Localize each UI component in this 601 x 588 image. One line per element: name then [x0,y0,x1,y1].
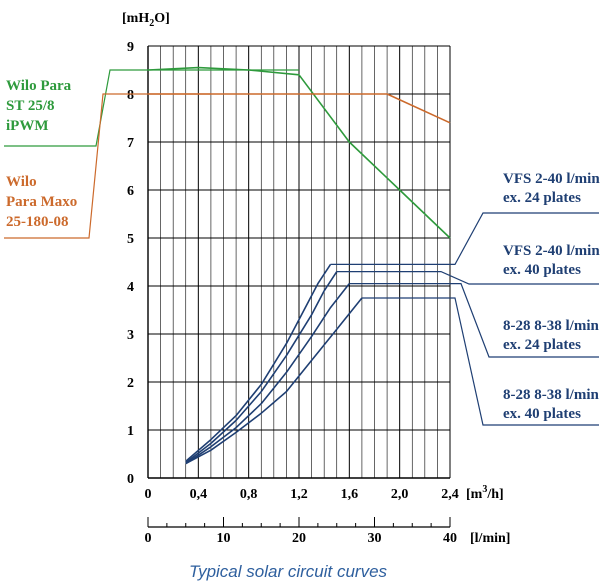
x-tick-label: 2,4 [441,487,459,502]
x-tick-label: 2,0 [391,487,409,502]
series-label-text: iPWM [6,118,49,134]
series-labels: Wilo Para ST 25/8 iPWM Wilo Para Maxo 25-180-… [4,69,600,426]
x2-tick-label: 30 [368,531,382,546]
x2-tick-label: 20 [292,531,306,546]
y-tick-label: 0 [127,472,134,487]
series-leader-line [349,283,599,358]
y-tick-label: 7 [127,136,134,151]
series-line-6 [185,297,363,465]
y-tick-label: 1 [127,424,134,439]
series-leader-line [361,297,599,426]
series-leader-line [4,93,211,239]
chart-caption: Typical solar circuit curves [189,562,388,581]
series-label-text: ex. 24 plates [503,337,581,353]
x2-tick-label: 10 [217,531,231,546]
y-tick-label: 8 [127,88,134,103]
series-label-text: 25-180-08 [6,214,69,230]
x-tick-label: 1,6 [341,487,359,502]
series-label-text: 8-28 8-38 l/min [503,387,599,403]
x-axis-unit-bottom: [l/min] [470,531,510,546]
y-tick-label: 5 [127,232,134,247]
series-label-text: VFS 2-40 l/min [503,171,600,187]
series-label-text: VFS 2-40 l/min [503,243,600,259]
x2-tick-label: 0 [145,531,152,546]
y-tick-label: 2 [127,376,134,391]
series-label-text: ex. 24 plates [503,190,581,206]
series-label-text: Para Maxo [6,194,77,210]
y-tick-label: 3 [127,328,134,343]
series-label-text: 8-28 8-38 l/min [503,318,599,334]
y-tick-label: 9 [127,40,134,55]
series-label-text: ex. 40 plates [503,262,581,278]
series-line-4 [185,271,338,464]
grid-lines [148,45,450,478]
series-line-3 [185,263,332,462]
x-tick-label: 0,8 [240,487,258,502]
x2-tick-label: 40 [443,531,457,546]
series-label-text: Wilo Para [6,78,72,94]
series-leader-line [330,212,599,265]
series-leader-line [336,271,599,285]
series-line-5 [185,283,350,465]
y-tick-label: 4 [127,280,134,295]
y-axis-unit: [mH2O] [122,11,170,29]
series-label-text: Wilo [6,174,37,190]
x-tick-label: 1,2 [290,487,308,502]
series-leader-line [4,69,299,147]
x-tick-label: 0,4 [190,487,208,502]
x-axis-unit-top: [m3/h] [466,484,504,502]
x-tick-label: 0 [145,487,152,502]
tick-labels: 0 1 2 3 4 5 6 7 8 9 0 0,4 0,8 1,2 1,6 2,0 2,4 0 10 20 30 40 [127,40,459,546]
series-label-text: ex. 40 plates [503,406,581,422]
series-label-text: ST 25/8 [6,98,55,114]
axes [147,46,451,528]
y-tick-label: 6 [127,184,134,199]
series-line-1 [147,66,451,239]
